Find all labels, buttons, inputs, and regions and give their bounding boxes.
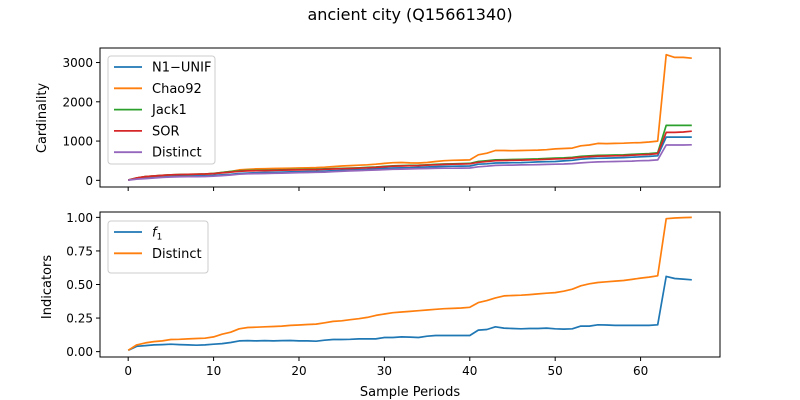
- x-tick-label: 20: [291, 364, 306, 378]
- legend-label: N1−UNIF: [152, 61, 211, 76]
- y-tick-label: 0.50: [66, 278, 93, 292]
- x-axis-label: Sample Periods: [360, 385, 460, 400]
- series-line-distinct: [127, 216, 692, 352]
- legend-label: SOR: [152, 124, 180, 139]
- legend-label: Distinct: [152, 146, 202, 161]
- y-tick-label: 2000: [62, 95, 93, 109]
- indicators-panel: Indicators 0.00 0.25 0.50 0.75 1.00 0 10 20 30 40…: [40, 211, 721, 378]
- indicators-legend: f1 Distinct: [107, 220, 209, 274]
- figure-title: ancient city (Q15661340): [307, 5, 512, 24]
- x-tick-label: 10: [206, 364, 221, 378]
- legend-label-subscript: 1: [157, 233, 163, 243]
- indicators-axes-frame: [99, 211, 721, 358]
- cardinality-legend: N1−UNIF Chao92 Jack1 SOR Distinct: [107, 55, 216, 165]
- series-line-f1: [127, 275, 692, 352]
- series-line-sor: [127, 130, 692, 181]
- indicators-y-axis-label: Indicators: [40, 255, 55, 319]
- legend-label: Distinct: [152, 247, 202, 262]
- x-tick-label: 0: [124, 364, 132, 378]
- cardinality-panel: Cardinality 0 1000 2000 3000 N1−UNIF Chao92 J…: [35, 47, 721, 191]
- x-tick-label: 60: [633, 364, 648, 378]
- y-tick-label: 0.25: [66, 312, 93, 326]
- y-tick-label: 1.00: [66, 211, 93, 225]
- legend-box: [107, 220, 209, 274]
- legend-label: Jack1: [151, 103, 187, 118]
- y-tick-label: 1000: [62, 135, 93, 149]
- cardinality-axes-frame: [99, 47, 721, 188]
- x-tick-label: 30: [377, 364, 392, 378]
- legend-box: [107, 55, 216, 165]
- y-tick-label: 0.00: [66, 345, 93, 359]
- x-tick-label: 40: [462, 364, 477, 378]
- y-tick-label: 0: [85, 174, 93, 188]
- legend-label: f1: [152, 226, 162, 243]
- indicators-lines: [127, 216, 692, 352]
- indicators-ticks: 0.00 0.25 0.50 0.75 1.00 0 10 20 30 40 50 60: [66, 211, 648, 378]
- cardinality-lines: [127, 53, 692, 181]
- legend-label-base: f: [152, 226, 159, 241]
- y-tick-label: 0.75: [66, 244, 93, 258]
- cardinality-ticks: 0 1000 2000 3000: [62, 56, 642, 191]
- y-tick-label: 3000: [62, 56, 93, 70]
- x-tick-label: 50: [548, 364, 563, 378]
- cardinality-y-axis-label: Cardinality: [35, 83, 50, 154]
- series-line-distinct: [128, 143, 692, 181]
- legend-label: Chao92: [152, 82, 202, 97]
